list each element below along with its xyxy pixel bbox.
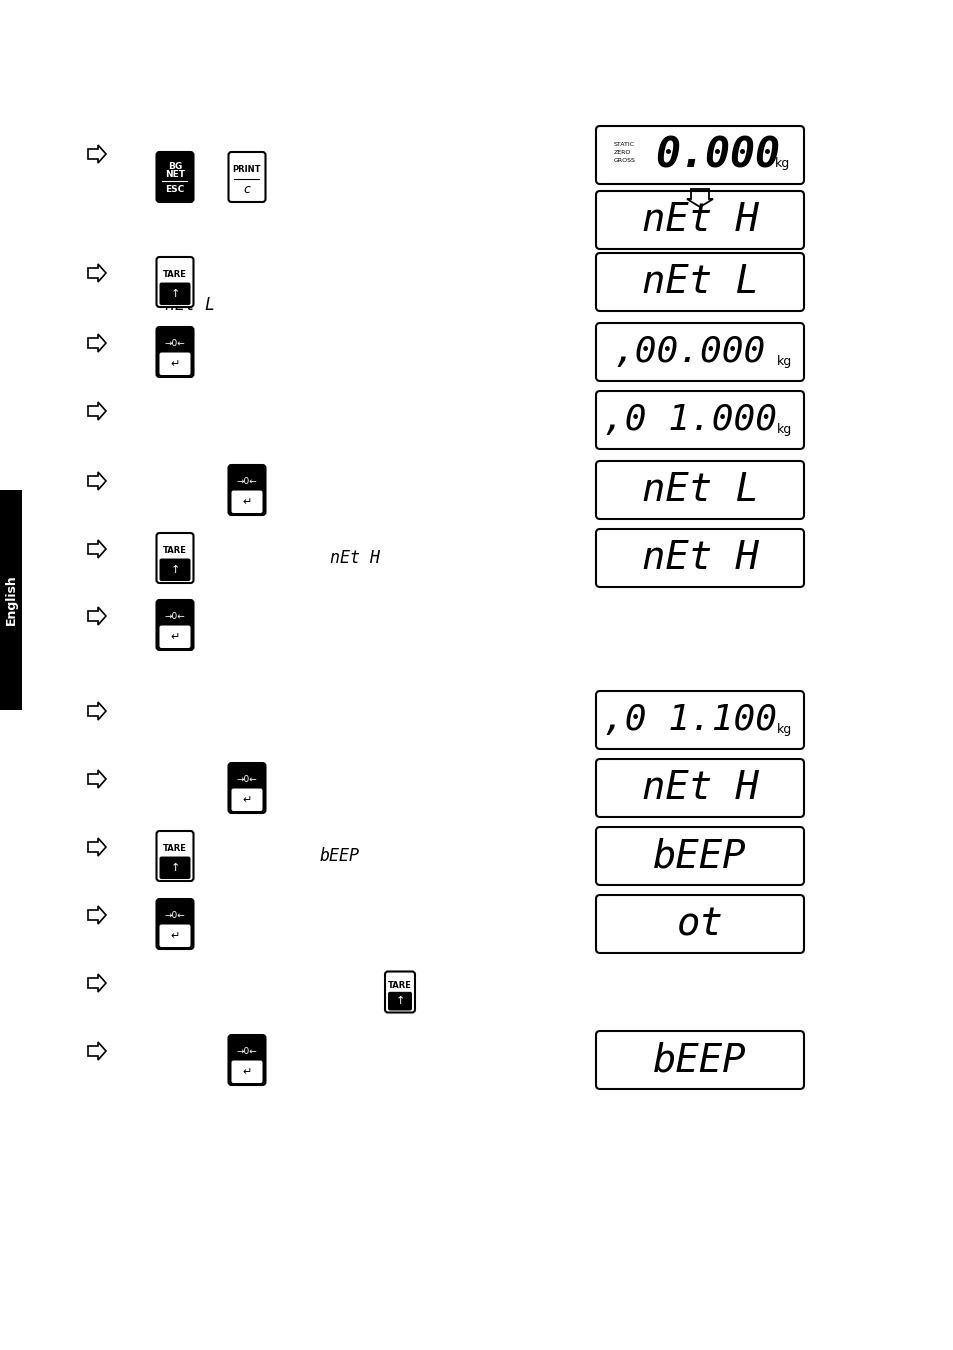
FancyBboxPatch shape: [596, 691, 803, 749]
FancyBboxPatch shape: [159, 625, 191, 648]
Text: nEt H: nEt H: [330, 549, 379, 567]
Text: ZERO: ZERO: [614, 150, 631, 155]
FancyBboxPatch shape: [159, 856, 191, 879]
Text: kg: kg: [776, 355, 791, 369]
FancyBboxPatch shape: [385, 972, 415, 1012]
Text: PRINT: PRINT: [233, 165, 261, 174]
FancyBboxPatch shape: [596, 828, 803, 886]
Bar: [0, 490, 22, 710]
Text: TARE: TARE: [163, 844, 187, 853]
Text: nEt L: nEt L: [165, 296, 214, 315]
Text: c: c: [243, 182, 251, 196]
FancyBboxPatch shape: [229, 1035, 265, 1085]
Text: nEt H: nEt H: [640, 769, 758, 807]
Text: ↑: ↑: [395, 996, 404, 1006]
Text: ↵: ↵: [171, 359, 179, 369]
Text: nEt H: nEt H: [640, 201, 758, 239]
Text: nEt L: nEt L: [640, 471, 758, 509]
Text: →0←: →0←: [236, 775, 257, 784]
FancyBboxPatch shape: [596, 190, 803, 248]
Text: GROSS: GROSS: [614, 158, 636, 163]
Text: bEEP: bEEP: [319, 846, 359, 865]
Text: ↵: ↵: [171, 632, 179, 641]
Text: →0←: →0←: [165, 339, 185, 348]
FancyBboxPatch shape: [156, 832, 193, 882]
Text: nEt H: nEt H: [640, 539, 758, 576]
FancyBboxPatch shape: [388, 992, 412, 1011]
Text: ↵: ↵: [242, 497, 252, 506]
FancyBboxPatch shape: [156, 899, 193, 949]
Text: →0←: →0←: [236, 1046, 257, 1056]
FancyBboxPatch shape: [596, 1031, 803, 1089]
Text: ESC: ESC: [165, 185, 185, 194]
FancyBboxPatch shape: [232, 788, 262, 811]
FancyBboxPatch shape: [596, 392, 803, 450]
FancyBboxPatch shape: [232, 490, 262, 513]
FancyBboxPatch shape: [232, 1061, 262, 1083]
Text: TARE: TARE: [163, 545, 187, 555]
FancyBboxPatch shape: [596, 126, 803, 184]
Text: ,0 1.100: ,0 1.100: [602, 703, 776, 737]
FancyBboxPatch shape: [596, 252, 803, 310]
Text: kg: kg: [776, 724, 791, 737]
Text: ,0 1.000: ,0 1.000: [602, 404, 776, 437]
FancyBboxPatch shape: [159, 282, 191, 305]
FancyBboxPatch shape: [596, 759, 803, 817]
FancyBboxPatch shape: [596, 895, 803, 953]
Text: ↵: ↵: [242, 1066, 252, 1077]
Text: TARE: TARE: [163, 270, 187, 278]
Text: ↑: ↑: [171, 564, 179, 575]
Text: →0←: →0←: [236, 477, 257, 486]
FancyBboxPatch shape: [159, 559, 191, 580]
Text: 0.000: 0.000: [655, 134, 780, 176]
Text: STATIC: STATIC: [614, 143, 635, 147]
Text: bEEP: bEEP: [653, 837, 746, 875]
Text: →0←: →0←: [165, 612, 185, 621]
Text: bEEP: bEEP: [653, 1041, 746, 1079]
FancyBboxPatch shape: [159, 925, 191, 946]
FancyBboxPatch shape: [156, 599, 193, 649]
Text: ↑: ↑: [171, 863, 179, 872]
FancyBboxPatch shape: [156, 533, 193, 583]
Text: ↑: ↑: [171, 289, 179, 298]
Text: TARE: TARE: [388, 981, 412, 990]
Text: BG: BG: [168, 162, 182, 171]
FancyBboxPatch shape: [229, 153, 265, 202]
FancyBboxPatch shape: [156, 327, 193, 377]
Text: nEt L: nEt L: [640, 263, 758, 301]
Text: ↵: ↵: [171, 930, 179, 941]
FancyBboxPatch shape: [156, 153, 193, 202]
FancyBboxPatch shape: [229, 464, 265, 514]
Text: kg: kg: [774, 157, 789, 170]
FancyBboxPatch shape: [596, 529, 803, 587]
Text: kg: kg: [776, 424, 791, 436]
Text: ot: ot: [676, 904, 722, 944]
FancyBboxPatch shape: [596, 460, 803, 518]
FancyBboxPatch shape: [229, 763, 265, 813]
Text: NET: NET: [165, 170, 185, 180]
Text: English: English: [5, 575, 17, 625]
FancyBboxPatch shape: [596, 323, 803, 381]
FancyBboxPatch shape: [159, 352, 191, 375]
FancyBboxPatch shape: [156, 256, 193, 306]
Text: ↵: ↵: [242, 795, 252, 805]
Text: →0←: →0←: [165, 911, 185, 919]
Text: ,00.000: ,00.000: [613, 335, 765, 369]
